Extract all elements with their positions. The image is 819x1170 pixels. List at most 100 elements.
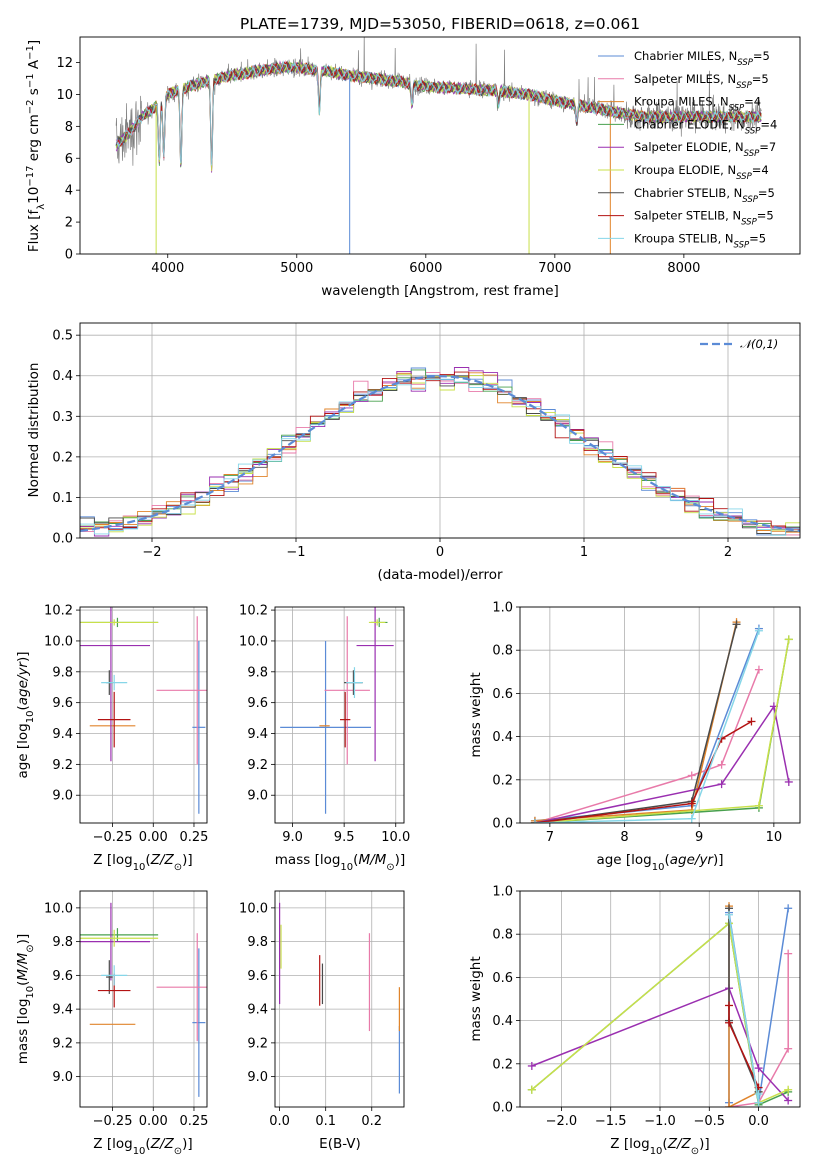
error-point-krou_stel (101, 674, 128, 691)
y-tick: 9.2 (247, 1036, 275, 1051)
label-part: ( (664, 852, 669, 868)
legend-tail: =4 (760, 117, 777, 131)
y-tick: 9.0 (52, 1070, 80, 1085)
plus-marker (784, 777, 793, 786)
model-spectrum-salp_stel (116, 61, 762, 164)
series-line (534, 621, 738, 822)
plot-area (80, 367, 800, 537)
label-part: mass weight (468, 672, 484, 757)
plot-area (280, 607, 394, 814)
y-tick: 0.0 (492, 817, 520, 832)
y-tick-label: 9.4 (247, 727, 268, 742)
y-tick: 9.0 (247, 789, 275, 804)
x-tick: 0.25 (179, 1107, 208, 1129)
plot-area (115, 37, 762, 254)
legend-text: Salpeter ELODIE, N (634, 140, 744, 154)
label-part: ( (145, 1136, 150, 1152)
legend-entry-krou_miles: Kroupa MILES, NSSP=4 (598, 95, 761, 114)
legend-entry-krou_stel: Kroupa STELIB, NSSP=5 (598, 231, 766, 250)
label-part: erg cm (26, 114, 42, 165)
y-tick-label: 0.4 (492, 1014, 513, 1029)
y-tick: 0.3 (52, 410, 80, 425)
y-tick-label: 9.4 (52, 727, 73, 742)
series-line (531, 987, 789, 1102)
legend-entry-krou_elod: Kroupa ELODIE, NSSP=4 (598, 163, 769, 182)
label-part: 10 (25, 986, 36, 999)
y-tick-label: 9.0 (52, 1070, 73, 1085)
x-tick: 0 (436, 538, 444, 560)
x-tick-label: −1 (286, 545, 305, 560)
legend-tail: =5 (758, 186, 775, 200)
y-tick: 10.0 (239, 634, 275, 649)
y-tick: 9.8 (52, 935, 80, 950)
y-tick-label: 2 (65, 216, 73, 231)
y-tick: 0.5 (52, 329, 80, 344)
plus-marker (687, 814, 696, 823)
y-tick-label: 12 (56, 56, 73, 71)
axes-frame (519, 606, 801, 824)
y-tick-label: 1.0 (492, 601, 513, 616)
plus-marker (784, 949, 793, 958)
plus-marker (732, 620, 741, 629)
y-tick: 1.0 (492, 885, 520, 900)
label-part: ( (145, 852, 150, 868)
legend-sub: SSP (736, 172, 752, 182)
label-part: mass weight (468, 956, 484, 1041)
grid-lines (80, 891, 207, 1107)
x-tick-label: −0.25 (93, 830, 133, 845)
label-part: Z [log (93, 1136, 132, 1152)
error-point-chab_miles (192, 948, 206, 1097)
legend-tail: =5 (752, 72, 769, 86)
y-tick-label: 9.8 (52, 935, 73, 950)
x-tick: 9 (695, 823, 703, 845)
y-tick-label: 9.6 (247, 696, 268, 711)
x-tick: −0.25 (93, 1107, 132, 1129)
y-tick-label: 0 (65, 248, 73, 263)
label-part: M/M (358, 852, 386, 868)
y-tick: 9.8 (247, 665, 275, 680)
y-tick: 10.0 (239, 901, 275, 916)
label-part: )] (182, 852, 193, 868)
y-tick-label: 9.8 (247, 935, 268, 950)
y-axis-label: Flux [fλ10−17 erg cm−2 s−1 A−1] (25, 40, 47, 252)
x-tick-label: 1 (580, 545, 588, 560)
y-tick: 0.1 (52, 491, 80, 506)
legend-label: Chabrier STELIB, NSSP=5 (634, 186, 775, 205)
label-part: Z [log (610, 1136, 649, 1152)
series-line (534, 639, 790, 823)
legend-entry-salp_stel: Salpeter STELIB, NSSP=5 (598, 209, 774, 228)
y-tick-label: 9.2 (52, 1036, 73, 1051)
x-tick-label: −1.0 (644, 1114, 676, 1129)
mass-vs-metallicity-panel: −0.25 0.00 0.259.09.29.49.69.810.0Z [log10… (15, 890, 208, 1157)
x-tick-label: 2 (724, 545, 732, 560)
x-tick: 10.0 (381, 823, 410, 845)
x-axis-label: E(B-V) (319, 1136, 361, 1152)
legend-label: Kroupa MILES, NSSP=4 (634, 95, 761, 114)
grid-lines (80, 607, 207, 823)
x-tick-label: 10 (766, 830, 783, 845)
plot-area (80, 902, 207, 1097)
plot-area (80, 607, 207, 814)
label-part: age/yr (670, 852, 715, 868)
y-tick-label: 6 (65, 152, 73, 167)
y-tick: 9.2 (52, 1036, 80, 1051)
plus-marker (717, 760, 726, 769)
legend-sub: SSP (736, 81, 752, 91)
legend-entry-salp_elod: Salpeter ELODIE, NSSP=7 (598, 140, 776, 159)
x-tick: 7 (546, 823, 554, 845)
grid-lines (520, 606, 800, 824)
y-tick: 6 (65, 152, 80, 167)
label-part: 10 (650, 1146, 663, 1157)
label-part: Normed distribution (26, 363, 42, 498)
label-part: age/yr (15, 661, 31, 706)
label-part: −1 (25, 73, 36, 88)
x-tick-label: 8 (620, 830, 628, 845)
plus-marker (725, 1103, 734, 1107)
axes-frame (79, 890, 208, 1108)
x-tick-label: 0.2 (361, 1114, 382, 1129)
label-part: mass [log (15, 999, 31, 1065)
legend-tail: =5 (749, 231, 766, 245)
y-tick-label: 0.8 (492, 644, 513, 659)
series-chab_elod (530, 635, 793, 823)
